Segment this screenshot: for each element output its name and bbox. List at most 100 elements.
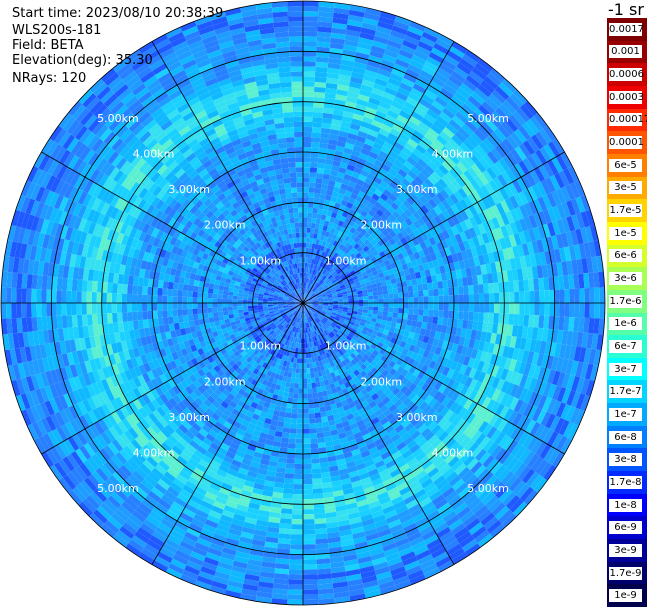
range-gate-cell [290,529,303,535]
range-gate-cell [368,299,374,303]
range-gate-cell [431,100,446,112]
range-gate-cell [310,152,319,158]
range-gate-cell [451,70,466,84]
range-gate-cell [326,77,339,85]
range-gate-cell [312,253,317,260]
range-gate-cell [391,176,402,186]
range-gate-cell [362,165,372,173]
range-gate-cell [423,289,429,297]
range-gate-cell [303,51,317,57]
range-gate-cell [309,172,317,178]
range-gate-cell [303,21,318,27]
range-gate-cell [335,213,342,221]
range-gate-cell [303,222,308,228]
range-gate-cell [303,594,319,600]
range-gate-cell [431,76,446,88]
range-gate-cell [305,294,310,300]
range-gate-cell [303,11,319,17]
range-gate-cell [303,212,308,218]
range-gate-cell [319,142,329,149]
range-gate-cell [309,177,317,183]
range-gate-cell [459,83,475,96]
range-gate-cell [324,265,330,271]
range-gate-cell [304,293,307,299]
range-gate-cell [312,117,323,123]
range-gate-cell [296,423,303,429]
range-gate-cell [303,514,315,520]
range-gate-cell [348,9,365,18]
range-gate-cell [408,303,414,309]
range-gate-cell [315,543,329,550]
range-gate-cell [356,178,365,187]
range-gate-cell [313,508,326,515]
range-gate-cell [303,232,307,238]
range-gate-cell [385,82,400,92]
range-gate-cell [391,100,404,111]
range-gate-cell [309,418,316,424]
range-gate-cell [295,448,303,454]
range-gate-cell [311,258,315,265]
range-gate-cell [321,230,327,236]
range-gate-cell [310,263,314,269]
range-gate-cell [436,67,452,80]
range-gate-cell [296,428,303,434]
range-gate-cell [289,554,303,560]
range-gate-cell [388,180,399,190]
range-gate-cell [303,61,316,67]
range-gate-cell [446,50,462,63]
range-gate-cell [478,293,485,303]
range-gate-cell [345,29,361,38]
range-gate-cell [293,393,299,399]
range-gate-cell [403,101,417,112]
range-gate-cell [303,202,309,208]
range-gate-cell [292,398,298,404]
range-gate-cell [329,129,340,136]
range-gate-cell [303,26,318,32]
range-gate-cell [335,241,342,249]
range-gate-cell [437,280,444,289]
range-gate-cell [316,427,324,434]
range-gate-cell [426,56,442,68]
range-gate-cell [277,543,291,550]
range-gate-cell [303,499,314,505]
range-gate-cell [311,243,316,249]
range-gate-cell [314,71,328,78]
range-gate-cell [316,234,322,240]
range-gate-cell [323,235,329,242]
range-gate-cell [363,12,380,22]
range-gate-cell [459,58,475,71]
range-gate-cell [313,270,318,276]
range-gate-cell [394,119,407,129]
range-gate-cell [306,232,311,238]
range-gate-cell [508,280,515,293]
range-gate-cell [303,131,312,138]
range-gate-cell [569,303,575,318]
range-gate-cell [392,312,399,318]
range-gate-cell [299,363,303,369]
range-gate-cell [303,554,317,560]
range-gate-cell [513,280,520,292]
range-gate-cell [311,127,322,133]
range-gate-cell [504,303,510,314]
range-gate-cell [358,174,367,182]
range-gate-cell [305,272,308,279]
range-gate-cell [494,292,500,303]
range-gate-cell [313,281,317,287]
range-gate-cell [559,303,565,317]
range-gate-cell [346,91,360,99]
range-gate-cell [390,163,401,173]
range-gate-cell [288,569,303,575]
range-gate-cell [440,87,454,100]
range-gate-cell [295,433,303,439]
range-gate-cell [303,423,310,429]
range-gate-cell [334,235,341,242]
range-gate-cell [312,274,316,281]
range-gate-cell [306,283,310,289]
range-gate-cell [362,143,373,152]
range-gate-cell [365,64,380,74]
range-gate-cell [303,167,311,173]
range-gate-cell [386,39,403,50]
range-gate-cell [325,87,337,95]
range-gate-cell [388,298,394,303]
range-gate-cell [321,257,326,263]
